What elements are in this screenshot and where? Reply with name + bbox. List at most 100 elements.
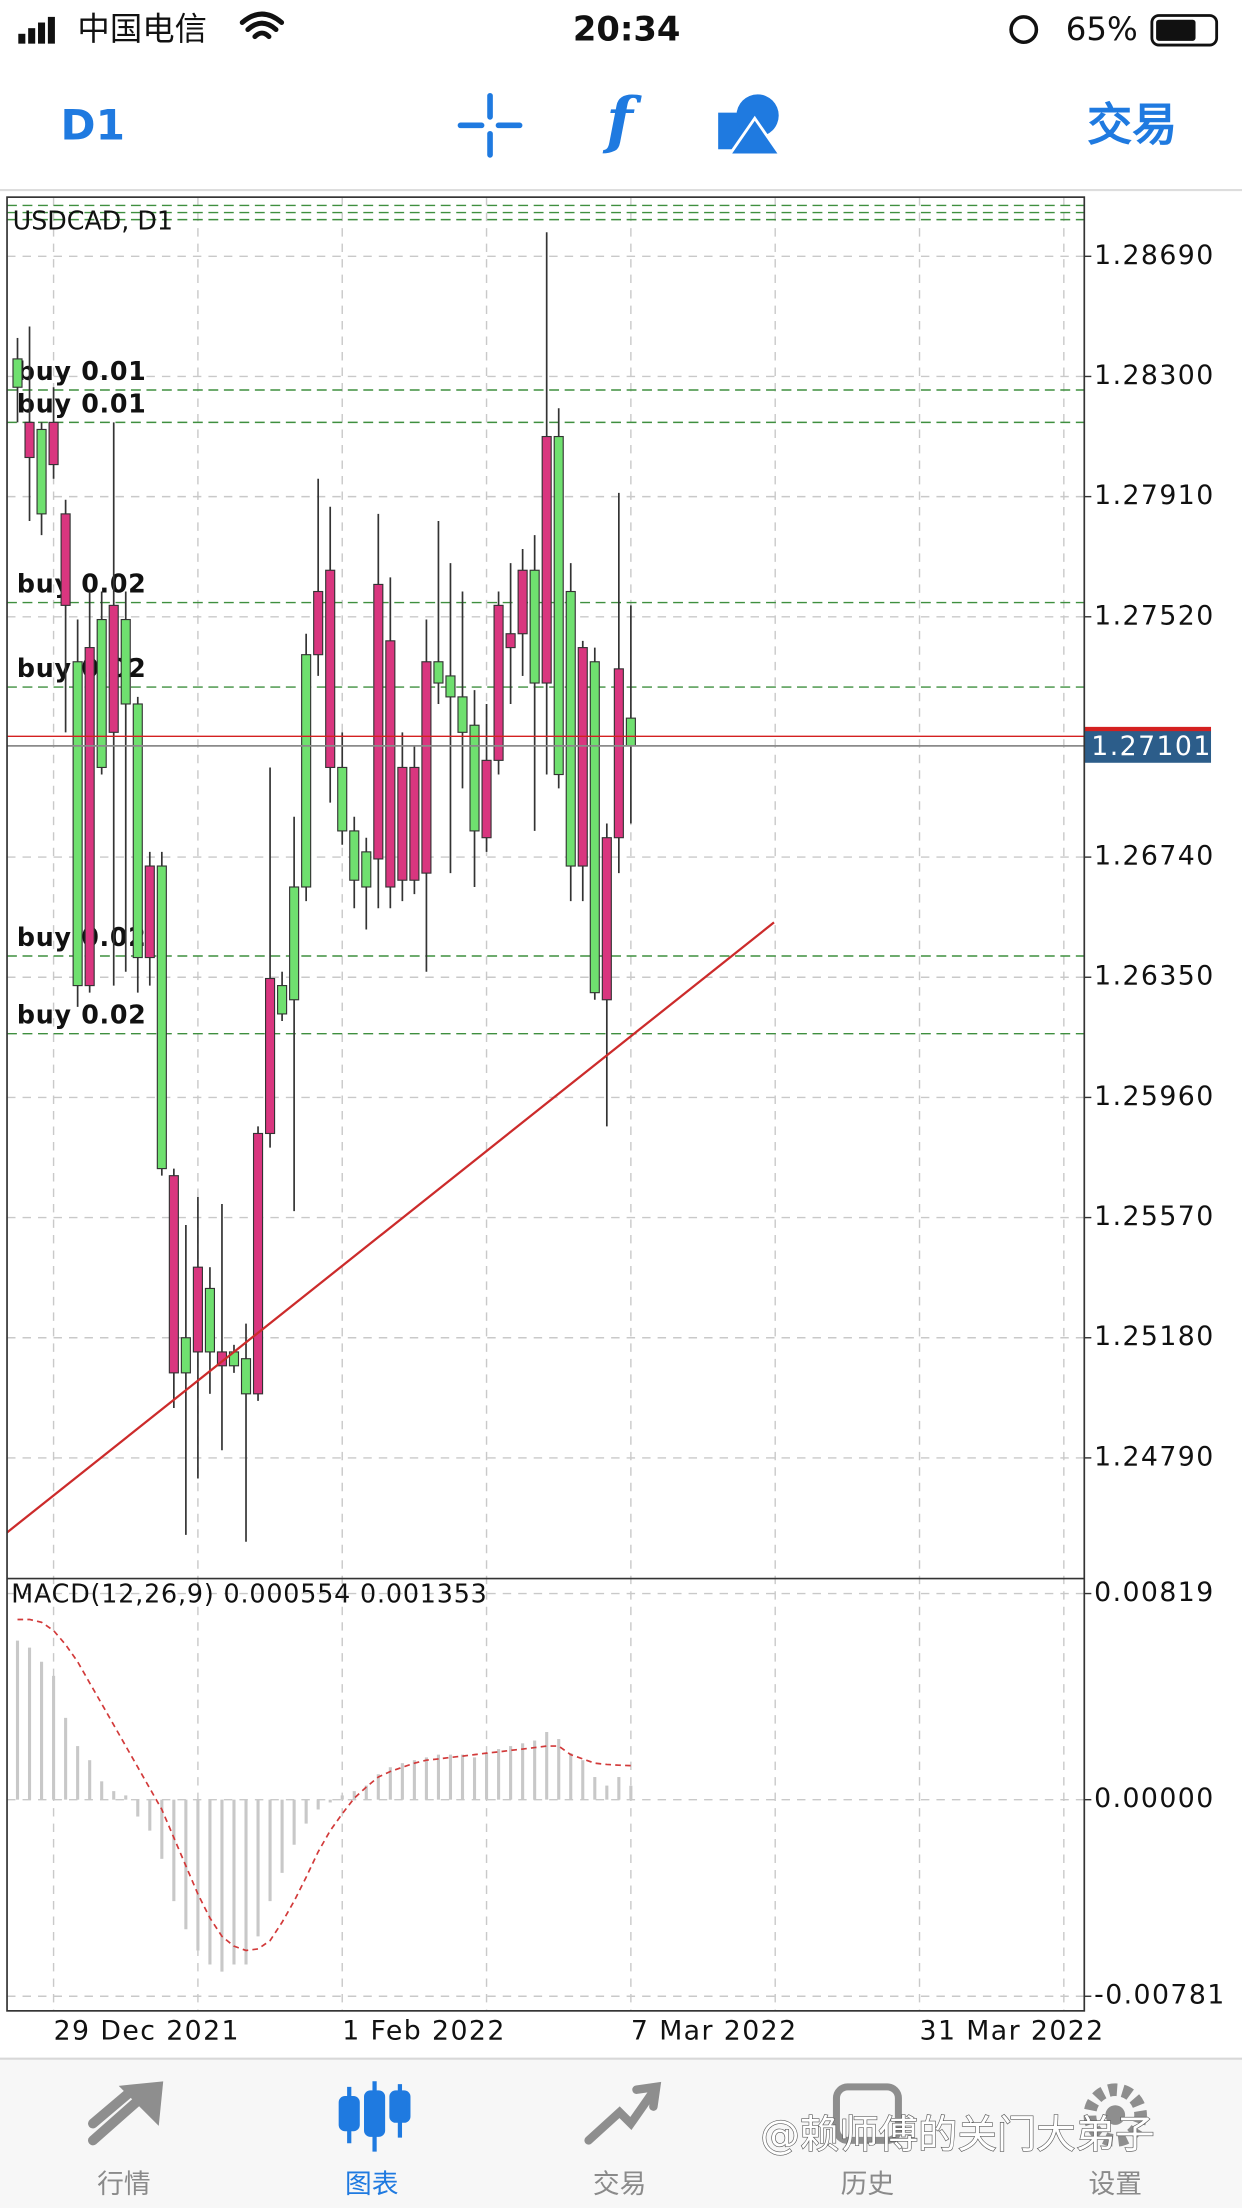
trade-tab[interactable]: 交易 bbox=[584, 2081, 662, 2200]
candle-body bbox=[529, 569, 540, 684]
y-tick-label: 1.25570 bbox=[1094, 1201, 1214, 1232]
signal-line bbox=[17, 1618, 631, 1952]
settings-gear bbox=[1083, 2083, 1147, 2147]
signal-value: 0.001353 bbox=[360, 1578, 488, 1608]
candle-body bbox=[337, 766, 348, 832]
order-label: buy 0.01 bbox=[17, 356, 147, 386]
tab-label: 历史 bbox=[841, 2169, 895, 2200]
y-tick-label: 0.00000 bbox=[1094, 1783, 1214, 1814]
candle-body bbox=[289, 886, 300, 1001]
tab-label: 设置 bbox=[1089, 2169, 1143, 2200]
candle-body bbox=[409, 766, 420, 881]
candle-body bbox=[144, 865, 155, 959]
candle-body bbox=[625, 717, 636, 747]
signal-bar bbox=[28, 28, 36, 44]
chart-frame bbox=[6, 196, 1086, 2012]
battery-percent: 65% bbox=[1066, 10, 1138, 48]
candle-body bbox=[277, 985, 288, 1015]
candle-body bbox=[577, 647, 588, 867]
candle-body bbox=[601, 837, 612, 1001]
order-label: buy 0.02 bbox=[17, 569, 147, 599]
candle-body bbox=[505, 633, 516, 649]
timeframe-button[interactable]: D1 bbox=[61, 101, 125, 150]
tab-bar-background bbox=[0, 2058, 1242, 2208]
candle-body bbox=[180, 1337, 191, 1374]
candle-body bbox=[252, 1132, 264, 1395]
x-tick-label: 29 Dec 2021 bbox=[54, 2015, 240, 2046]
quotes-icon bbox=[88, 2081, 164, 2146]
y-tick-label: 1.24790 bbox=[1094, 1441, 1214, 1472]
y-tick-label: 1.26350 bbox=[1094, 961, 1214, 992]
x-tick-label: 31 Mar 2022 bbox=[920, 2015, 1105, 2046]
candle-body bbox=[373, 583, 384, 860]
candle-body bbox=[96, 618, 107, 769]
clock: 20:34 bbox=[573, 9, 681, 48]
tab-label: 图表 bbox=[345, 2169, 399, 2200]
y-tick-label: 1.28690 bbox=[1094, 240, 1214, 271]
tab-bar: 行情 图表 交易 历史 设置 @赖师傅的关门大弟子 bbox=[0, 2057, 1242, 2208]
signal-bar bbox=[47, 16, 55, 44]
settings-tab[interactable]: 设置 bbox=[1083, 2083, 1147, 2200]
candle-body bbox=[385, 640, 396, 888]
candle-body bbox=[132, 703, 143, 959]
chart: 29 Dec 2021 1 Feb 2022 7 Mar 2022 31 Mar 20… bbox=[6, 197, 1224, 2046]
candle-body bbox=[589, 661, 600, 994]
y-tick-label: 1.26740 bbox=[1094, 841, 1214, 872]
candle-body bbox=[60, 513, 71, 606]
y-tick-label: 1.25180 bbox=[1094, 1321, 1214, 1352]
candle-body bbox=[240, 1358, 252, 1395]
candle-body bbox=[493, 604, 504, 761]
crosshair-button[interactable] bbox=[457, 92, 523, 158]
tab-label: 行情 bbox=[97, 2169, 151, 2200]
chart-tab[interactable]: 图表 bbox=[338, 2081, 411, 2200]
objects-button[interactable] bbox=[718, 94, 783, 157]
candle-body bbox=[361, 851, 372, 888]
trend-line bbox=[6, 921, 775, 1534]
candle-body bbox=[264, 977, 276, 1135]
signal-bar bbox=[38, 22, 46, 44]
candle-body bbox=[421, 661, 432, 874]
candle-body bbox=[445, 675, 456, 698]
macd-legend: MACD(12,26,9) 0.000554 0.001353 bbox=[11, 1578, 487, 1608]
y-tick-label: 0.00819 bbox=[1094, 1577, 1214, 1608]
y-tick-label: 1.27910 bbox=[1094, 480, 1214, 511]
order-label: buy 0.02 bbox=[17, 1000, 147, 1030]
candle-body bbox=[24, 421, 35, 459]
candle-body bbox=[469, 724, 480, 832]
objects-circle bbox=[736, 94, 779, 137]
battery-outline bbox=[1150, 14, 1219, 47]
candle-body bbox=[553, 435, 564, 776]
y-tick-label: 1.27520 bbox=[1094, 600, 1214, 631]
candle-body bbox=[433, 661, 444, 684]
y-tick-label: 1.25960 bbox=[1094, 1081, 1214, 1112]
candle-body bbox=[48, 421, 59, 466]
chart-icon-body bbox=[389, 2090, 411, 2123]
candle-body bbox=[313, 590, 324, 656]
trade-icon bbox=[584, 2081, 662, 2145]
rotation-lock-icon bbox=[1009, 15, 1039, 45]
candle-body bbox=[349, 830, 360, 881]
candle-body bbox=[325, 569, 336, 769]
candle-body bbox=[613, 668, 624, 839]
chart-icon-body bbox=[364, 2090, 386, 2137]
history-tab[interactable]: 历史 bbox=[832, 2083, 902, 2200]
trade-button[interactable]: 交易 bbox=[1087, 98, 1177, 151]
quotes-tab[interactable]: 行情 bbox=[88, 2081, 164, 2200]
candle-body bbox=[156, 865, 167, 1170]
x-tick-label: 1 Feb 2022 bbox=[342, 2015, 506, 2046]
signal-bar bbox=[18, 33, 26, 44]
status-bar: 中国电信 20:34 65% bbox=[18, 9, 1219, 48]
settings-hub bbox=[1105, 2105, 1126, 2125]
candle-body bbox=[565, 590, 576, 867]
candle-body bbox=[36, 428, 47, 515]
x-tick-label: 7 Mar 2022 bbox=[631, 2015, 798, 2046]
watermark: @赖师傅的关门大弟子 bbox=[760, 2112, 1154, 2158]
candle-body bbox=[457, 696, 468, 733]
candle-body bbox=[84, 647, 95, 987]
carrier: 中国电信 bbox=[77, 10, 207, 48]
wifi-icon bbox=[239, 11, 285, 40]
history-icon bbox=[832, 2083, 902, 2144]
